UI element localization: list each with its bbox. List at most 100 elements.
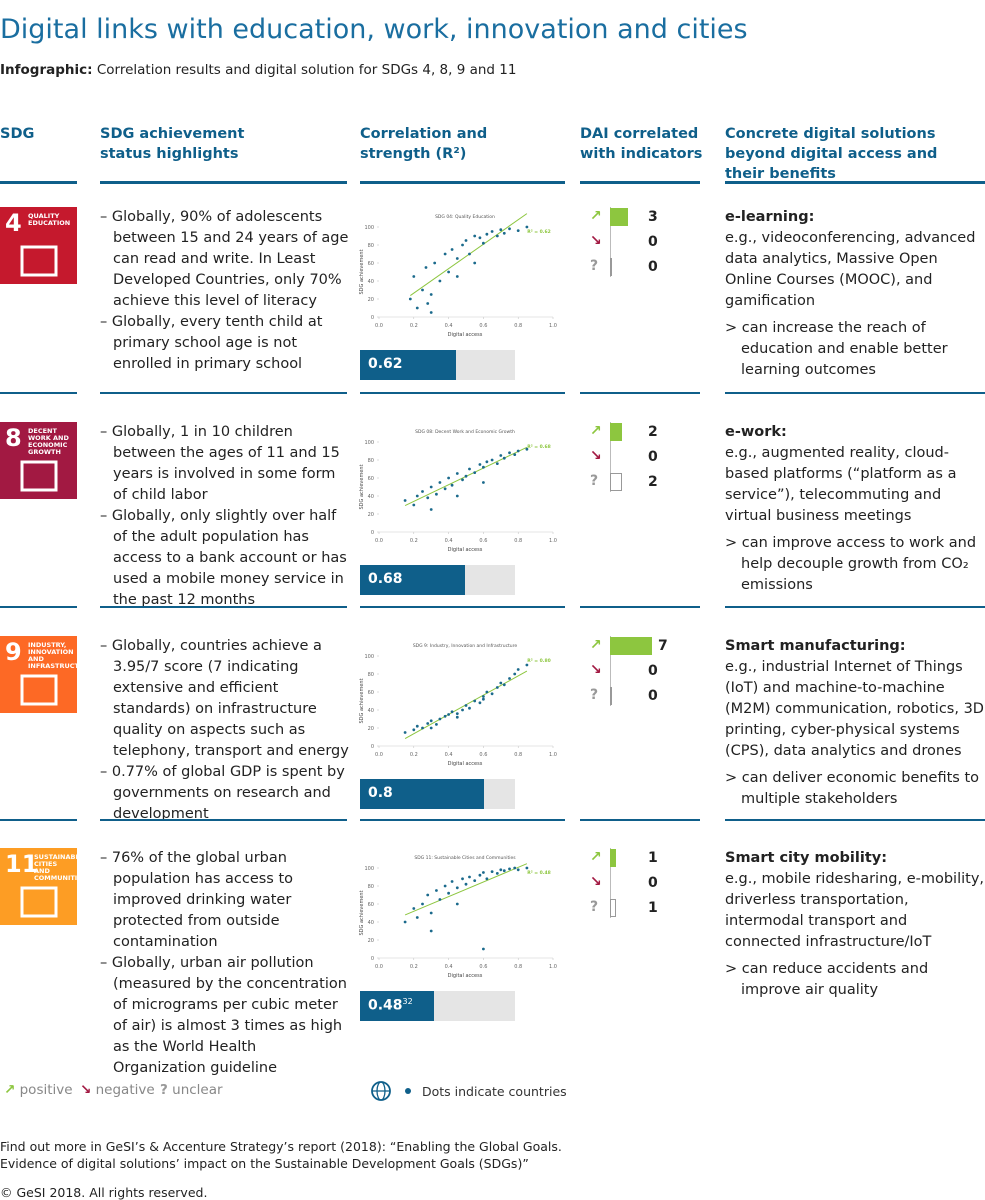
- point: [461, 877, 464, 881]
- point: [461, 243, 464, 247]
- highlights: Globally, 1 in 10 children between the a…: [100, 422, 350, 611]
- y-tick-label: 80: [368, 672, 374, 678]
- separator: [0, 392, 77, 394]
- point: [412, 275, 416, 278]
- x-tick-label: 1.0: [549, 964, 557, 970]
- point: [499, 868, 503, 872]
- indicator-axis: [610, 636, 611, 706]
- point: [455, 275, 459, 278]
- highlights: 76% of the global urban population has a…: [100, 848, 350, 1079]
- scatter-chart: SDG 9: Industry, Innovation and Infrastr…: [359, 643, 557, 767]
- indicator-icon: ↘: [590, 874, 602, 890]
- solution: e-learning: e.g., videoconferencing, adva…: [725, 207, 985, 381]
- glyph: [20, 886, 58, 918]
- sdg-icon: 8 DECENT WORK AND ECONOMIC GROWTH: [0, 422, 77, 499]
- x-tick-label: 0.6: [479, 752, 487, 758]
- point: [485, 690, 489, 694]
- x-tick-label: 0.2: [410, 538, 418, 544]
- legend-positive: ↗ positive: [4, 1082, 73, 1098]
- indicator-count: 0: [648, 663, 658, 679]
- glyph: [20, 674, 58, 706]
- rule: [360, 181, 565, 184]
- point: [447, 891, 450, 895]
- solution-examples: e.g., mobile ridesharing, e-mobility, dr…: [725, 871, 985, 950]
- point: [403, 920, 407, 924]
- subtitle-label: Infographic:: [0, 62, 93, 78]
- point: [516, 868, 520, 872]
- solution: e-work: e.g., augmented reality, cloud-ba…: [725, 422, 985, 596]
- point: [502, 683, 506, 687]
- point: [455, 712, 459, 715]
- y-tick-label: 60: [368, 261, 374, 267]
- solution-benefit: can increase the reach of education and …: [725, 318, 985, 381]
- point: [443, 252, 447, 256]
- sdg-icon: 11 SUSTAINABLE CITIES AND COMMUNITIES: [0, 848, 86, 925]
- glyph: [20, 245, 58, 277]
- point: [429, 485, 433, 489]
- highlights: Globally, countries achieve a 3.95/7 sco…: [100, 636, 350, 825]
- point: [513, 866, 517, 870]
- point: [473, 699, 477, 703]
- y-tick-label: 0: [371, 744, 374, 750]
- y-tick-label: 0: [371, 530, 374, 536]
- indicator-bar: [610, 208, 628, 226]
- rule: [580, 181, 700, 184]
- chart-title: SDG 9: Industry, Innovation and Infrastr…: [413, 643, 518, 649]
- r2-label: R² = 0.62: [527, 229, 550, 235]
- point: [429, 726, 433, 730]
- point: [508, 451, 511, 455]
- point: [421, 902, 424, 906]
- point: [438, 717, 442, 721]
- indicator-bar: [610, 637, 652, 655]
- x-tick-label: 0.6: [479, 964, 487, 970]
- x-tick-label: 1.0: [549, 752, 557, 758]
- legend-text: positive: [19, 1082, 73, 1098]
- indicator-bar: [610, 473, 622, 491]
- point: [461, 708, 464, 712]
- point: [403, 731, 407, 734]
- point: [426, 722, 430, 725]
- r2-value-text: 0.62: [368, 356, 403, 372]
- sdg-number: 11: [5, 850, 39, 878]
- separator: [360, 819, 565, 821]
- point: [438, 279, 442, 283]
- point: [482, 695, 485, 698]
- separator: [580, 392, 700, 394]
- y-tick-label: 0: [371, 956, 374, 962]
- point: [473, 879, 477, 882]
- point: [525, 866, 529, 870]
- r2-track: 0.68: [360, 565, 515, 595]
- point: [502, 231, 506, 235]
- point: [461, 478, 464, 482]
- point: [438, 481, 442, 484]
- y-tick-label: 100: [364, 866, 374, 872]
- solution-examples: e.g., industrial Internet of Things (IoT…: [725, 659, 984, 759]
- r2-track: 0.4832: [360, 991, 515, 1021]
- point: [478, 463, 482, 466]
- point: [447, 713, 450, 716]
- scatter-chart: SDG 04: Quality Education 0 20 40 60 80 100 0.0…: [359, 213, 557, 338]
- y-tick-label: 60: [368, 476, 374, 482]
- point: [495, 234, 499, 238]
- point: [516, 229, 520, 232]
- indicator-icon: ↗: [590, 849, 602, 865]
- sdg-icon: 9 INDUSTRY, INNOVATION AND INFRASTRUCTURE: [0, 636, 94, 713]
- point: [403, 499, 407, 502]
- r2-value: 0.62: [368, 356, 403, 372]
- point: [429, 719, 433, 723]
- point: [464, 882, 468, 886]
- x-axis-label: Digital access: [448, 332, 483, 338]
- point: [468, 252, 471, 256]
- point: [482, 871, 485, 874]
- point: [424, 266, 428, 269]
- sdg-number: 4: [5, 209, 22, 237]
- scatter-chart: SDG 08: Decent Work and Economic Growth 0…: [359, 429, 557, 553]
- indicator-count: 2: [648, 424, 658, 440]
- indicator-bar: [610, 687, 612, 705]
- r2-value: 0.8: [368, 785, 393, 801]
- point: [513, 672, 517, 676]
- solution-examples: e.g., videoconferencing, advanced data a…: [725, 230, 976, 309]
- point: [473, 234, 477, 238]
- point: [485, 232, 489, 236]
- point: [516, 668, 520, 671]
